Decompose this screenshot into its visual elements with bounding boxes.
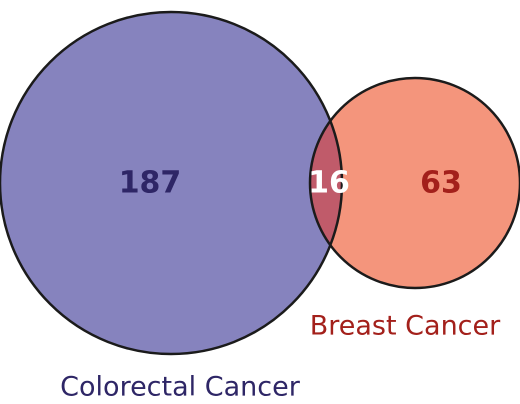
breast-cancer-label: Breast Cancer: [310, 311, 501, 342]
breast-circle: [310, 78, 520, 288]
colorectal-cancer-label: Colorectal Cancer: [60, 372, 301, 403]
colorectal-circle: [0, 12, 342, 354]
breast-only-count: 63: [420, 166, 462, 201]
breast-outline: [308, 76, 520, 290]
colorectal-outline: [0, 10, 344, 356]
intersection-count: 16: [308, 166, 350, 201]
colorectal-only-count: 187: [119, 166, 182, 201]
